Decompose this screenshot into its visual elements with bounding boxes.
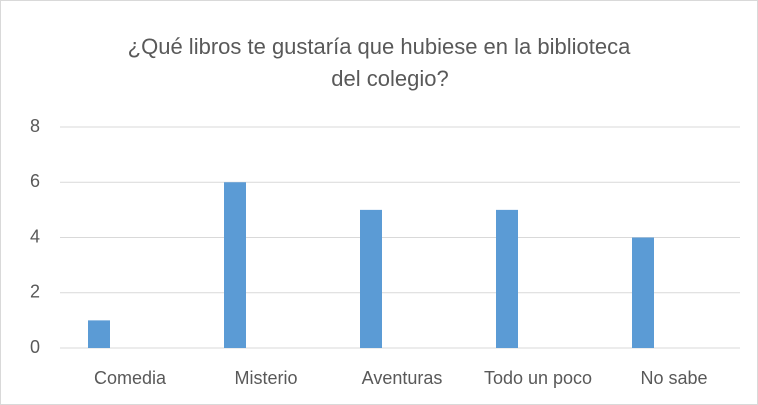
x-tick-label: Misterio bbox=[234, 368, 297, 388]
x-tick-label: Comedia bbox=[94, 368, 167, 388]
x-tick-label: No sabe bbox=[640, 368, 707, 388]
x-tick-label: Todo un poco bbox=[484, 368, 592, 388]
x-tick-label: Aventuras bbox=[362, 368, 443, 388]
y-tick-label: 6 bbox=[30, 171, 40, 191]
bar bbox=[88, 320, 110, 348]
y-tick-label: 2 bbox=[30, 282, 40, 302]
bar bbox=[632, 237, 654, 348]
chart-title: ¿Qué libros te gustaría que hubiese en l… bbox=[128, 34, 631, 59]
bar bbox=[224, 182, 246, 348]
y-tick-label: 0 bbox=[30, 337, 40, 357]
y-tick-label: 8 bbox=[30, 116, 40, 136]
y-tick-label: 4 bbox=[30, 226, 40, 246]
bar bbox=[496, 209, 518, 348]
bar bbox=[360, 209, 382, 348]
chart-title: del colegio? bbox=[331, 66, 448, 91]
